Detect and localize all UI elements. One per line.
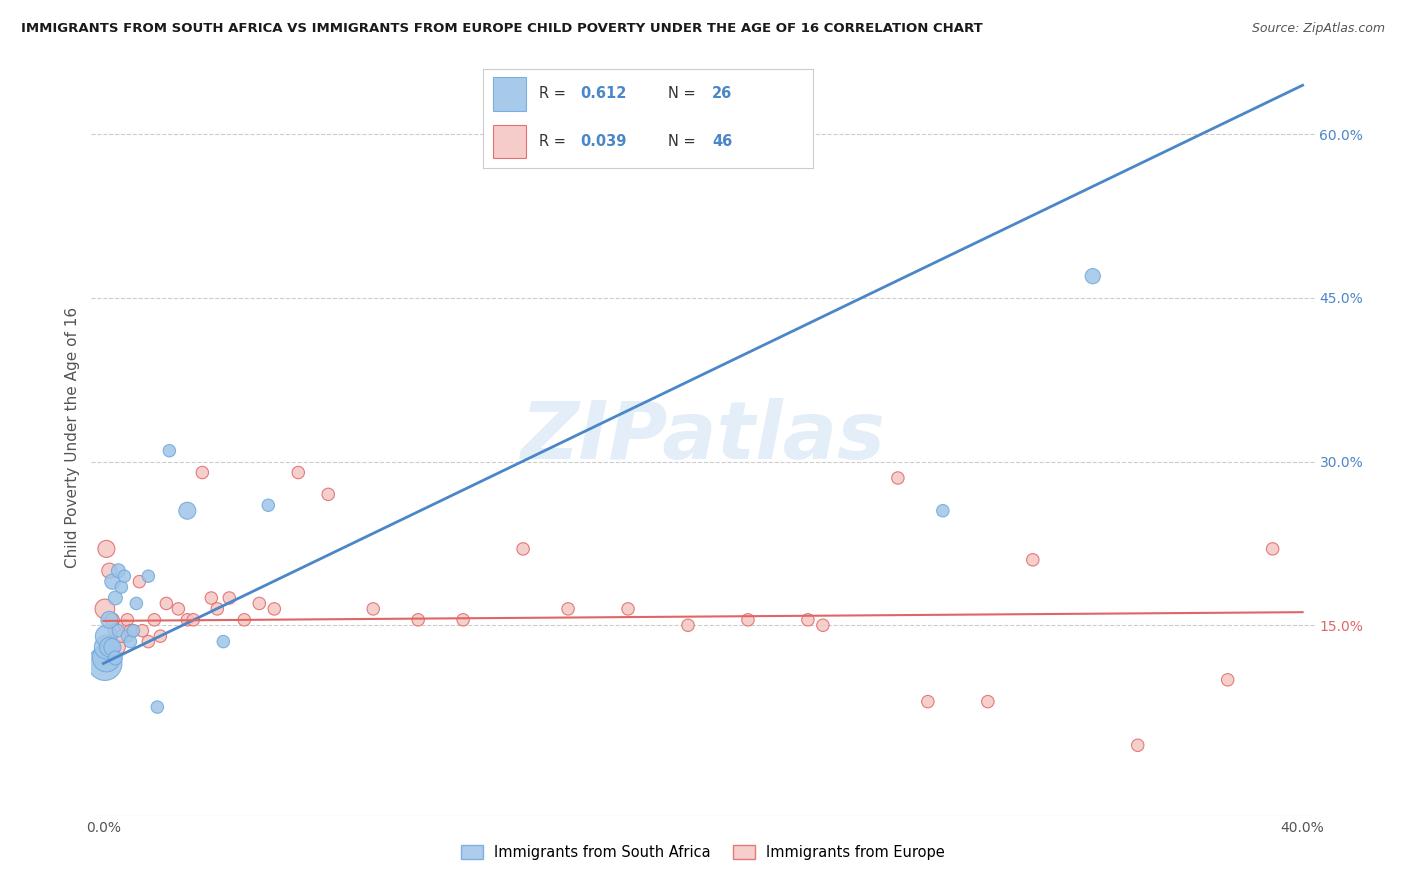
Point: [676, 618, 699, 632]
Point: [120, 624, 142, 638]
Point: [1261, 541, 1284, 556]
Point: [218, 591, 240, 605]
Point: [104, 624, 127, 638]
Point: [112, 618, 135, 632]
Point: [122, 624, 145, 638]
Point: [191, 466, 214, 480]
Point: [977, 695, 1000, 709]
Point: [143, 613, 166, 627]
Point: [101, 640, 124, 654]
Point: [512, 541, 534, 556]
Point: [233, 613, 256, 627]
Point: [138, 634, 160, 648]
Point: [737, 613, 759, 627]
Point: [104, 591, 127, 605]
Point: [617, 602, 640, 616]
Point: [122, 624, 145, 638]
Point: [112, 569, 135, 583]
Point: [263, 602, 285, 616]
Point: [1216, 673, 1239, 687]
Point: [94, 602, 117, 616]
Point: [96, 541, 118, 556]
Point: [811, 618, 834, 632]
Point: [287, 466, 309, 480]
Point: [107, 640, 129, 654]
Point: [96, 629, 118, 643]
Point: [96, 651, 118, 665]
Point: [131, 624, 153, 638]
Point: [361, 602, 384, 616]
Point: [107, 564, 129, 578]
Y-axis label: Child Poverty Under the Age of 16: Child Poverty Under the Age of 16: [65, 307, 80, 567]
Point: [149, 629, 172, 643]
Point: [212, 634, 235, 648]
Point: [557, 602, 579, 616]
Point: [1022, 553, 1045, 567]
Point: [107, 624, 129, 638]
Point: [316, 487, 339, 501]
Point: [101, 574, 124, 589]
Point: [797, 613, 820, 627]
Point: [887, 471, 910, 485]
Point: [451, 613, 474, 627]
Point: [176, 613, 198, 627]
Point: [101, 613, 124, 627]
Point: [176, 504, 198, 518]
Point: [932, 504, 955, 518]
Point: [257, 498, 280, 512]
Point: [247, 597, 270, 611]
Text: IMMIGRANTS FROM SOUTH AFRICA VS IMMIGRANTS FROM EUROPE CHILD POVERTY UNDER THE A: IMMIGRANTS FROM SOUTH AFRICA VS IMMIGRAN…: [21, 22, 983, 36]
Point: [157, 443, 180, 458]
Point: [1126, 739, 1149, 753]
Point: [128, 574, 150, 589]
Point: [94, 657, 117, 671]
Point: [146, 700, 169, 714]
Point: [98, 564, 121, 578]
Point: [104, 651, 127, 665]
Point: [98, 613, 121, 627]
Point: [917, 695, 939, 709]
Point: [98, 640, 121, 654]
Point: [167, 602, 190, 616]
Point: [1081, 269, 1104, 284]
Legend: Immigrants from South Africa, Immigrants from Europe: Immigrants from South Africa, Immigrants…: [456, 839, 950, 866]
Point: [155, 597, 177, 611]
Text: Source: ZipAtlas.com: Source: ZipAtlas.com: [1251, 22, 1385, 36]
Point: [138, 569, 160, 583]
Point: [110, 580, 132, 594]
Point: [96, 640, 118, 654]
Point: [120, 634, 142, 648]
Text: ZIPatlas: ZIPatlas: [520, 398, 886, 476]
Point: [200, 591, 222, 605]
Point: [117, 629, 139, 643]
Point: [207, 602, 229, 616]
Point: [125, 597, 148, 611]
Point: [406, 613, 429, 627]
Point: [117, 613, 139, 627]
Point: [183, 613, 205, 627]
Point: [110, 629, 132, 643]
